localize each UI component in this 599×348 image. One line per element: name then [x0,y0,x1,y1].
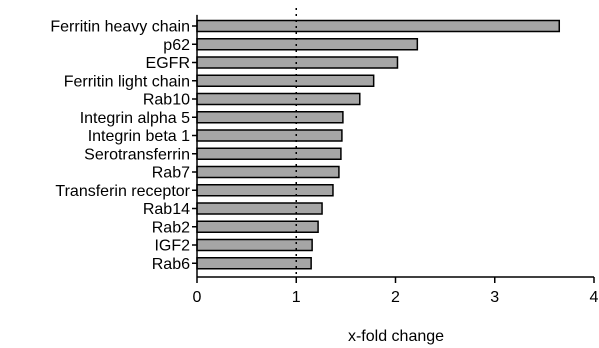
x-tick-label-3: 3 [490,289,499,306]
bar-9 [196,184,334,197]
category-label-0: Ferritin heavy chain [50,19,190,36]
bar-5 [196,111,344,124]
axis-layer [192,14,595,283]
bar-11 [196,220,319,233]
bar-12 [196,238,313,252]
x-tick-label-0: 0 [193,289,202,306]
category-label-2: EGFR [146,55,190,72]
category-label-4: Rab10 [143,92,190,109]
category-label-7: Serotransferrin [84,146,190,163]
bar-13 [196,257,312,270]
category-label-9: Transferin receptor [55,183,190,200]
bar-1 [196,38,419,51]
x-tick-label-1: 1 [292,289,301,306]
category-label-13: Rab6 [152,256,190,273]
x-axis-title: x-fold change [348,328,444,345]
category-label-10: Rab14 [143,201,190,218]
bar-7 [196,147,342,160]
bars-layer [196,19,561,270]
x-tick-label-4: 4 [590,289,599,306]
bar-3 [196,74,375,87]
bar-8 [196,165,340,179]
x-tick-label-2: 2 [391,289,400,306]
category-label-5: Integrin alpha 5 [80,110,190,127]
category-label-8: Rab7 [152,165,190,182]
category-label-3: Ferritin light chain [64,73,190,90]
bar-0 [196,19,561,33]
bar-4 [196,92,361,106]
bar-2 [196,56,399,69]
bar-6 [196,129,343,142]
category-label-6: Integrin beta 1 [88,128,190,145]
category-label-11: Rab2 [152,219,190,236]
category-label-12: IGF2 [154,238,190,255]
bar-10 [196,202,323,215]
category-label-1: p62 [163,37,190,54]
